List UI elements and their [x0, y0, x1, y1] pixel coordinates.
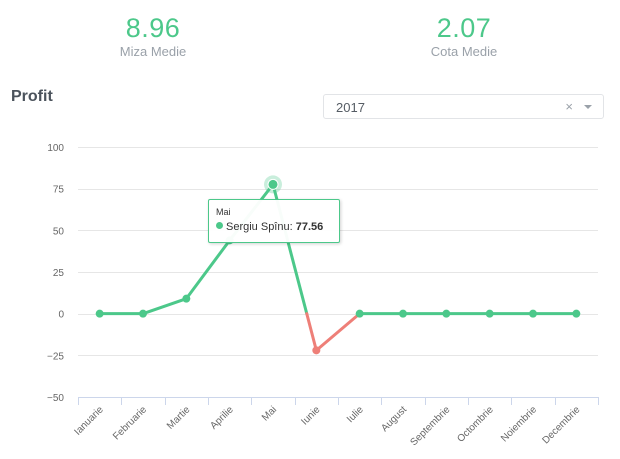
tooltip-value: 77.56 — [295, 221, 324, 233]
caret-down-icon[interactable] — [583, 102, 593, 112]
stat-cota-medie: 2.07 Cota Medie — [384, 12, 544, 59]
stat-miza-medie: 8.96 Miza Medie — [73, 12, 233, 59]
tooltip-series-dot — [216, 222, 223, 229]
x-tick-label: Septembrie — [409, 404, 453, 448]
series-line-segment — [314, 312, 362, 352]
stat-miza-value: 8.96 — [125, 13, 181, 43]
data-point — [572, 309, 581, 318]
data-point — [182, 294, 191, 303]
clear-icon[interactable]: × — [565, 99, 573, 114]
data-point — [267, 178, 279, 190]
y-tick-label: 0 — [58, 310, 64, 321]
y-tick-label: 100 — [47, 143, 64, 154]
y-tick-label: −25 — [47, 351, 64, 362]
x-tick-label: Februarie — [111, 404, 149, 442]
stat-miza-label: Miza Medie — [119, 44, 187, 59]
x-tick-label: Ianuarie — [72, 404, 106, 438]
y-tick-label: 25 — [53, 268, 65, 279]
tooltip-series-name: Sergiu Spînu — [226, 221, 290, 233]
tooltip-body: Sergiu Spînu: 77.56 — [216, 221, 323, 233]
x-tick-label: Decembrie — [540, 404, 582, 446]
data-point — [485, 309, 494, 318]
stat-cota-value: 2.07 — [436, 13, 492, 43]
y-tick-label: 75 — [53, 185, 65, 196]
data-point — [399, 309, 407, 318]
data-point — [312, 346, 321, 355]
x-tick-label: Iulie — [345, 404, 366, 425]
y-tick-label: 50 — [53, 226, 65, 237]
x-tick-label: August — [379, 404, 409, 434]
year-select-value: 2017 — [336, 100, 365, 115]
data-point — [529, 309, 537, 318]
x-tick-label: Aprilie — [208, 404, 236, 432]
x-tick-label: Octombrie — [455, 404, 496, 445]
series-line-segment — [305, 312, 318, 352]
series-line-segment — [184, 238, 232, 301]
x-tick-label: Mai — [260, 404, 279, 423]
chart-tooltip: Mai Sergiu Spînu: 77.56 — [208, 199, 340, 243]
tooltip-header: Mai — [216, 207, 231, 217]
stat-cota-label: Cota Medie — [430, 44, 498, 59]
year-select[interactable]: 2017 × — [323, 94, 604, 119]
x-tick-label: Martie — [165, 404, 193, 432]
tooltip-separator: : — [289, 221, 293, 233]
section-title-profit: Profit — [11, 88, 53, 105]
x-tick-label: Noiembrie — [499, 404, 539, 444]
data-point — [139, 309, 147, 318]
x-tick-label: Iunie — [299, 404, 322, 427]
series-line-segment — [141, 297, 188, 316]
data-point — [442, 309, 451, 318]
data-point — [95, 309, 104, 318]
data-point — [355, 309, 364, 318]
y-tick-label: −50 — [47, 393, 64, 404]
